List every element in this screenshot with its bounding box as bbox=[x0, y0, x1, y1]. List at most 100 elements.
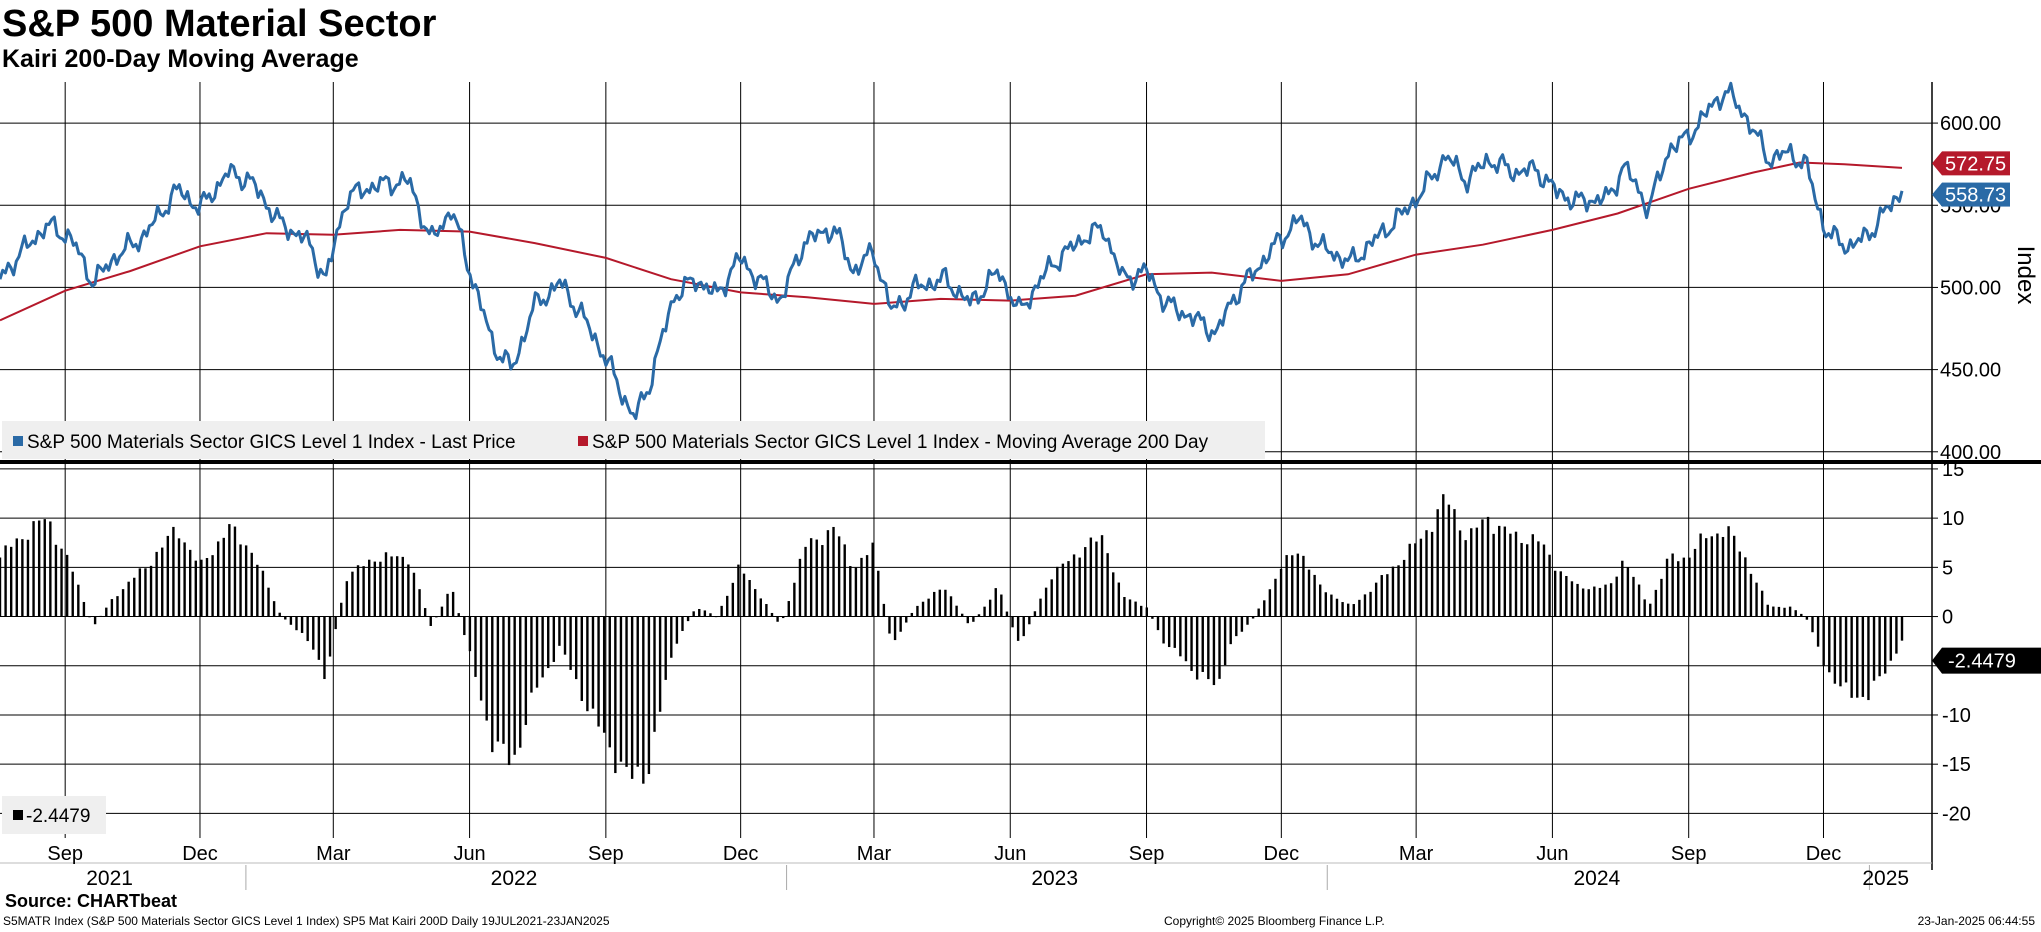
kairi-bar bbox=[228, 524, 231, 617]
kairi-bar bbox=[837, 536, 841, 617]
price-last-value-tag-box bbox=[1942, 182, 2010, 207]
kairi-bar bbox=[675, 616, 679, 644]
kairi-bar bbox=[384, 552, 388, 617]
kairi-bar bbox=[1699, 533, 1702, 617]
kairi-bar bbox=[250, 552, 253, 617]
ma-last-value-tag-box bbox=[1942, 151, 2010, 176]
kairi-bar bbox=[1151, 616, 1154, 619]
kairi-bar bbox=[927, 598, 930, 617]
kairi-bar bbox=[1386, 574, 1389, 617]
kairi-bar bbox=[703, 610, 707, 617]
kairi-bar bbox=[1195, 616, 1199, 680]
kairi-bar bbox=[37, 520, 41, 617]
month-label: Jun bbox=[453, 843, 485, 865]
month-label: Sep bbox=[1671, 843, 1707, 865]
kairi-bar bbox=[787, 601, 790, 617]
kairi-bar bbox=[955, 605, 958, 617]
month-label: Mar bbox=[316, 843, 351, 865]
kairi-bar bbox=[295, 616, 298, 631]
price-axis-label: 450.00 bbox=[1940, 360, 2001, 382]
price-legend-box bbox=[2, 421, 1265, 459]
kairi-bar bbox=[407, 564, 410, 617]
kairi-axis-label: 5 bbox=[1942, 557, 1953, 579]
kairi-bar bbox=[1419, 538, 1423, 617]
kairi-bar bbox=[1744, 557, 1747, 617]
kairi-bar bbox=[1800, 613, 1803, 617]
kairi-bar bbox=[893, 616, 897, 641]
kairi-bar bbox=[692, 611, 695, 617]
kairi-bar bbox=[1246, 616, 1249, 625]
kairi-bar bbox=[116, 596, 119, 617]
month-label: Dec bbox=[723, 843, 759, 865]
kairi-bar bbox=[1665, 558, 1669, 617]
kairi-bar bbox=[1632, 576, 1635, 617]
kairi-bar bbox=[1268, 589, 1272, 617]
kairi-bar bbox=[1805, 616, 1809, 620]
kairi-bar bbox=[1190, 616, 1193, 671]
year-label: 2022 bbox=[491, 867, 538, 890]
month-label: Mar bbox=[857, 843, 892, 865]
kairi-bar bbox=[345, 581, 349, 617]
kairi-bar bbox=[1889, 616, 1893, 661]
kairi-bar bbox=[563, 616, 567, 655]
kairi-bar bbox=[26, 539, 30, 617]
kairi-bar bbox=[463, 616, 466, 636]
kairi-bar bbox=[334, 616, 337, 630]
kairi-bar bbox=[815, 539, 818, 617]
kairi-bar bbox=[1313, 574, 1316, 617]
kairi-bar bbox=[189, 549, 192, 617]
kairi-bar bbox=[569, 616, 572, 670]
kairi-bar bbox=[1738, 551, 1741, 617]
kairi-bar bbox=[485, 616, 488, 721]
kairi-bar bbox=[1828, 616, 1831, 673]
kairi-bar bbox=[1072, 554, 1076, 617]
kairi-bar bbox=[960, 613, 964, 617]
kairi-bar bbox=[849, 566, 852, 617]
kairi-bar bbox=[1760, 590, 1764, 617]
year-label: 2024 bbox=[1573, 867, 1620, 890]
kairi-bar bbox=[379, 561, 382, 617]
kairi-bar bbox=[770, 612, 774, 617]
kairi-bar bbox=[1235, 616, 1238, 637]
kairi-bar bbox=[754, 589, 757, 617]
kairi-bar bbox=[1660, 578, 1663, 617]
kairi-bar bbox=[1900, 616, 1904, 641]
kairi-bar bbox=[172, 526, 175, 617]
ma-line bbox=[0, 161, 1903, 322]
kairi-last-value-text: -2.4479 bbox=[1948, 651, 2016, 673]
axis-layer: 400.00450.00500.00550.00600.00-20-15-10-… bbox=[0, 113, 2041, 890]
kairi-bar bbox=[793, 582, 796, 617]
kairi-bar bbox=[166, 535, 170, 617]
kairi-bar bbox=[586, 616, 589, 712]
kairi-bar bbox=[916, 605, 919, 617]
kairi-bar bbox=[1514, 531, 1518, 617]
month-label: Sep bbox=[588, 843, 624, 865]
kairi-bar bbox=[1727, 526, 1730, 617]
kairi-bar bbox=[1626, 567, 1630, 617]
kairi-bar bbox=[552, 616, 556, 662]
kairi-bar bbox=[1520, 542, 1523, 617]
kairi-bar bbox=[1050, 579, 1053, 617]
kairi-bar bbox=[306, 616, 309, 642]
kairi-bar bbox=[1654, 589, 1658, 617]
kairi-bar bbox=[54, 544, 58, 617]
kairi-bar bbox=[1481, 519, 1484, 617]
kairi-bar bbox=[312, 616, 315, 650]
kairi-bar bbox=[742, 573, 746, 617]
kairi-bar bbox=[804, 546, 807, 617]
kairi-bar bbox=[272, 601, 276, 617]
kairi-bar bbox=[1867, 616, 1870, 701]
kairi-bar bbox=[1833, 616, 1837, 684]
kairi-bar bbox=[1251, 616, 1255, 619]
kairi-bar bbox=[502, 616, 505, 744]
kairi-bar bbox=[1548, 554, 1551, 617]
kairi-bar bbox=[1078, 557, 1081, 617]
kairi-bar bbox=[944, 589, 947, 617]
legend-label-kairi: -2.4479 bbox=[26, 806, 90, 827]
year-label: 2021 bbox=[86, 867, 133, 890]
kairi-bar bbox=[580, 616, 583, 701]
kairi-bar bbox=[1677, 561, 1680, 617]
kairi-bar bbox=[395, 556, 399, 617]
legend-label-ma: S&P 500 Materials Sector GICS Level 1 In… bbox=[592, 432, 1209, 453]
kairi-bar bbox=[1402, 559, 1406, 617]
